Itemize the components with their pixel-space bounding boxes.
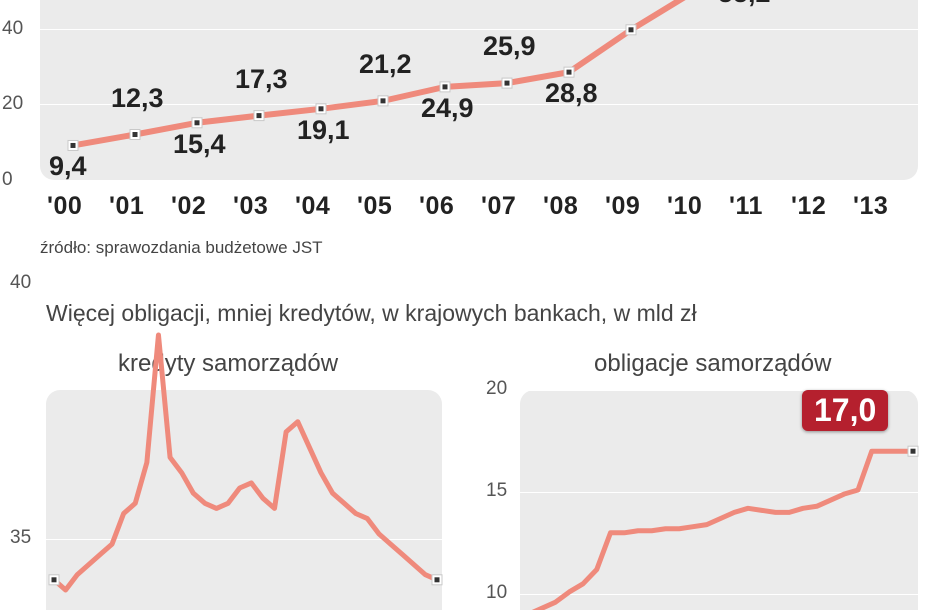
right-y-tick-15: 15 <box>486 480 508 501</box>
right-point-end <box>907 445 919 457</box>
top-data-label-7: 25,9 <box>483 31 536 62</box>
top-x-tick-12: '12 <box>791 192 827 220</box>
top-x-tick-5: '05 <box>357 192 393 220</box>
top-point-6 <box>439 81 451 93</box>
left-chart-panel <box>46 390 442 610</box>
top-x-tick-10: '10 <box>667 192 703 220</box>
right-series-line <box>531 448 913 610</box>
top-x-tick-4: '04 <box>295 192 331 220</box>
section-heading: Więcej obligacji, mniej kredytów, w kraj… <box>46 300 697 326</box>
top-x-tick-1: '01 <box>109 192 145 220</box>
right-grid-line-10 <box>520 594 918 595</box>
top-point-3 <box>253 110 265 122</box>
left-series-line <box>52 332 439 593</box>
top-line-chart <box>67 0 686 151</box>
top-data-label-3: 17,3 <box>235 63 288 94</box>
top-point-7 <box>501 77 513 89</box>
top-grid-line-20 <box>40 104 918 105</box>
top-y-tick-40: 40 <box>2 17 24 39</box>
top-data-label-4: 19,1 <box>297 114 350 145</box>
source-note: źródło: sprawozdania budżetowe JST <box>40 238 323 257</box>
top-point-1 <box>129 129 141 141</box>
top-x-tick-3: '03 <box>233 192 269 220</box>
bottom-line-charts <box>48 332 919 610</box>
right-chart-subtitle: obligacje samorządów <box>594 350 832 377</box>
top-chart-panel <box>40 0 918 180</box>
left-y-tick-40: 40 <box>10 272 32 293</box>
top-point-2 <box>191 117 203 129</box>
top-x-tick-11: '11 <box>729 192 763 220</box>
top-x-tick-9: '09 <box>605 192 641 220</box>
right-grid-line-15 <box>520 492 918 493</box>
left-y-tick-35: 35 <box>10 527 32 548</box>
left-grid-line-35 <box>46 539 442 540</box>
top-point-4 <box>315 103 327 115</box>
top-x-tick-7: '07 <box>481 192 517 220</box>
top-data-label-1: 12,3 <box>111 82 164 113</box>
top-x-tick-2: '02 <box>171 192 207 220</box>
right-y-tick-20: 20 <box>486 378 508 399</box>
top-data-label-8: 28,8 <box>545 78 598 109</box>
top-x-tick-0: '00 <box>47 192 83 220</box>
top-data-label-6: 24,9 <box>421 92 474 123</box>
top-data-label-partial: 55,2 <box>718 0 771 9</box>
top-y-tick-0: 0 <box>2 169 13 190</box>
right-grid-line-20 <box>520 390 918 391</box>
top-point-0 <box>67 139 79 151</box>
top-point-8 <box>563 66 575 78</box>
top-series-line <box>70 0 686 149</box>
top-point-9 <box>625 24 637 36</box>
left-point-end <box>431 574 443 586</box>
top-x-tick-13: '13 <box>853 192 889 220</box>
latest-value-badge: 17,0 <box>802 390 889 431</box>
top-data-label-2: 15,4 <box>173 128 226 159</box>
top-x-tick-6: '06 <box>419 192 455 220</box>
left-point-start <box>48 574 60 586</box>
top-data-label-0: 9,4 <box>49 151 87 182</box>
top-y-tick-20: 20 <box>2 93 24 115</box>
top-point-5 <box>377 95 389 107</box>
top-x-tick-8: '08 <box>543 192 579 220</box>
top-data-label-5: 21,2 <box>359 48 412 79</box>
top-grid-line-40 <box>40 29 918 30</box>
left-grid-line-40 <box>46 284 442 285</box>
